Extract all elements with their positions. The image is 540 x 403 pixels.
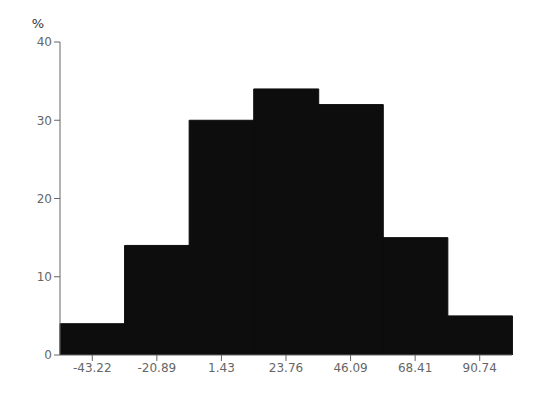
svg-text:23.76: 23.76 [269, 361, 303, 375]
svg-text:0: 0 [44, 348, 52, 362]
svg-text:68.41: 68.41 [398, 361, 432, 375]
svg-text:90.74: 90.74 [463, 361, 497, 375]
svg-text:20: 20 [37, 192, 52, 206]
svg-text:30: 30 [37, 114, 52, 128]
svg-text:-43.22: -43.22 [73, 361, 112, 375]
svg-text:-20.89: -20.89 [138, 361, 177, 375]
svg-text:%: % [32, 16, 44, 31]
svg-text:40: 40 [37, 35, 52, 49]
svg-text:1.43: 1.43 [208, 361, 235, 375]
svg-text:10: 10 [37, 270, 52, 284]
svg-text:46.09: 46.09 [333, 361, 367, 375]
